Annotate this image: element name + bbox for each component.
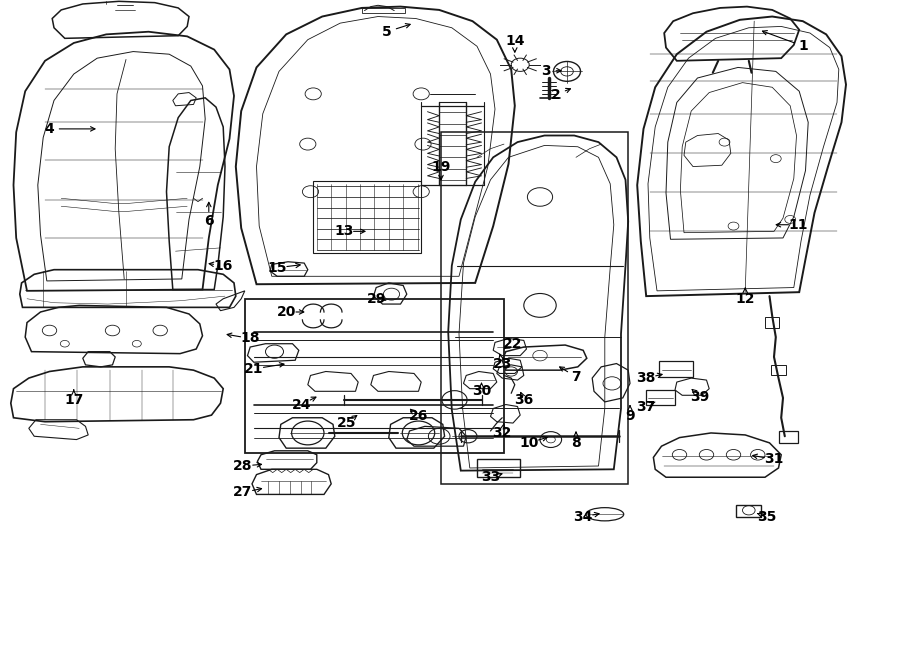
Text: 35: 35 <box>757 510 777 524</box>
Bar <box>313 181 421 253</box>
Text: 13: 13 <box>334 224 354 239</box>
Text: 39: 39 <box>690 389 710 404</box>
Text: 37: 37 <box>636 399 656 414</box>
Bar <box>477 459 520 477</box>
Text: 18: 18 <box>240 331 260 346</box>
Text: 32: 32 <box>492 426 512 440</box>
Text: 12: 12 <box>735 292 755 306</box>
Text: 5: 5 <box>382 24 392 39</box>
Text: 15: 15 <box>267 260 287 275</box>
Text: 3: 3 <box>542 63 551 78</box>
Text: 33: 33 <box>481 470 500 485</box>
Text: 22: 22 <box>503 336 523 351</box>
Text: 29: 29 <box>366 292 386 306</box>
Text: 34: 34 <box>573 510 593 524</box>
Text: 9: 9 <box>626 409 634 424</box>
Bar <box>646 390 675 405</box>
Text: 17: 17 <box>64 393 84 407</box>
Bar <box>778 431 798 443</box>
Text: 4: 4 <box>45 122 54 136</box>
Text: 23: 23 <box>492 356 512 371</box>
Text: 1: 1 <box>799 39 808 54</box>
Text: 28: 28 <box>233 459 253 473</box>
Bar <box>736 505 761 517</box>
Bar <box>659 361 693 377</box>
Bar <box>765 317 779 328</box>
Text: 31: 31 <box>764 452 784 467</box>
Text: 20: 20 <box>276 305 296 319</box>
Text: 11: 11 <box>788 217 808 232</box>
Text: 26: 26 <box>409 409 428 424</box>
Bar <box>441 132 628 484</box>
Bar <box>245 299 504 453</box>
Text: 25: 25 <box>337 416 356 430</box>
Text: 27: 27 <box>233 485 253 500</box>
Bar <box>362 8 405 13</box>
Text: 38: 38 <box>636 371 656 385</box>
Text: 6: 6 <box>204 214 213 229</box>
Text: 16: 16 <box>213 258 233 273</box>
Text: 8: 8 <box>572 436 580 450</box>
Text: 10: 10 <box>519 436 539 450</box>
Text: 24: 24 <box>292 397 311 412</box>
Text: 21: 21 <box>244 362 264 376</box>
Text: 2: 2 <box>552 87 561 102</box>
Text: 7: 7 <box>572 369 580 384</box>
Text: 30: 30 <box>472 384 491 399</box>
Text: 14: 14 <box>505 34 525 48</box>
Text: 36: 36 <box>514 393 534 407</box>
Text: 19: 19 <box>431 159 451 174</box>
Bar <box>771 365 786 375</box>
